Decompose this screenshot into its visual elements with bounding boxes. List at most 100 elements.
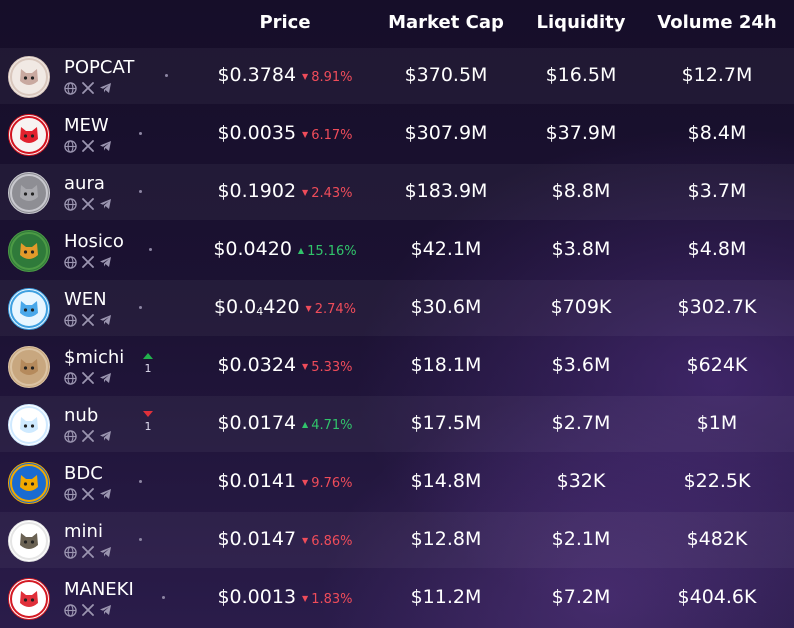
telegram-icon[interactable] — [99, 82, 112, 94]
status-dot — [165, 74, 168, 77]
telegram-icon[interactable] — [99, 546, 112, 558]
website-icon[interactable] — [64, 197, 77, 211]
x-twitter-icon[interactable] — [82, 430, 94, 442]
token-name[interactable]: $michi — [64, 347, 125, 368]
arrow-down-icon: ▼ — [305, 304, 312, 313]
token-name[interactable]: mini — [64, 521, 103, 542]
token-name[interactable]: WEN — [64, 289, 107, 310]
volume-value: $302.7K — [677, 296, 757, 318]
token-avatar[interactable] — [8, 288, 50, 330]
rank-down-icon — [143, 411, 153, 417]
telegram-icon[interactable] — [99, 430, 112, 442]
header-price[interactable]: Price — [259, 12, 311, 33]
arrow-down-icon: ▼ — [302, 362, 309, 371]
table-row[interactable]: aura $0.1902 ▼ 2.43% $183.9M $8.8M $3.7M — [0, 164, 794, 220]
token-name[interactable]: nub — [64, 405, 99, 426]
status-dot — [139, 480, 142, 483]
price-change: ▼ 6.17% — [302, 128, 353, 143]
website-icon[interactable] — [64, 255, 77, 269]
table-row[interactable]: MEW $0.0035 ▼ 6.17% $307.9M $37.9M $8.4M — [0, 106, 794, 162]
liquidity-value: $2.1M — [551, 528, 611, 550]
rank-change-indicator: 1 — [140, 411, 156, 433]
header-market-cap[interactable]: Market Cap — [388, 12, 504, 33]
token-avatar[interactable] — [8, 346, 50, 388]
table-row[interactable]: nub 1 $0.0174 ▲ 4.71% $17.5M $2.7M $1M — [0, 396, 794, 452]
token-name[interactable]: MANEKI — [64, 579, 134, 600]
token-avatar[interactable] — [8, 56, 50, 98]
token-avatar[interactable] — [8, 462, 50, 504]
header-volume[interactable]: Volume 24h — [657, 12, 777, 33]
arrow-down-icon: ▼ — [302, 594, 309, 603]
volume-value: $404.6K — [677, 586, 757, 608]
telegram-icon[interactable] — [99, 140, 112, 152]
status-dot — [139, 132, 142, 135]
market-cap-value: $17.5M — [410, 412, 482, 434]
website-icon[interactable] — [64, 81, 77, 95]
token-name[interactable]: aura — [64, 173, 105, 194]
telegram-icon[interactable] — [99, 372, 112, 384]
price-cell: $0.0324 ▼ 5.33% — [160, 354, 410, 376]
price-cell: $0.0174 ▲ 4.71% — [160, 412, 410, 434]
x-twitter-icon[interactable] — [82, 372, 94, 384]
x-twitter-icon[interactable] — [82, 140, 94, 152]
x-twitter-icon[interactable] — [82, 604, 94, 616]
x-twitter-icon[interactable] — [82, 314, 94, 326]
x-twitter-icon[interactable] — [82, 546, 94, 558]
arrow-down-icon: ▼ — [302, 478, 309, 487]
website-icon[interactable] — [64, 545, 77, 559]
telegram-icon[interactable] — [99, 314, 112, 326]
telegram-icon[interactable] — [99, 488, 112, 500]
telegram-icon[interactable] — [99, 198, 112, 210]
website-icon[interactable] — [64, 487, 77, 501]
table-row[interactable]: BDC $0.0141 ▼ 9.76% $14.8M $32K $22.5K — [0, 454, 794, 510]
social-links — [64, 197, 112, 211]
website-icon[interactable] — [64, 603, 77, 617]
price-value: $0.0013 — [217, 586, 297, 608]
status-dot — [139, 306, 142, 309]
liquidity-value: $3.8M — [551, 238, 611, 260]
table-row[interactable]: $michi 1 $0.0324 ▼ 5.33% $18.1M $3.6M $624K — [0, 338, 794, 394]
x-twitter-icon[interactable] — [82, 82, 94, 94]
table-row[interactable]: mini $0.0147 ▼ 6.86% $12.8M $2.1M $482K — [0, 512, 794, 568]
telegram-icon[interactable] — [99, 256, 112, 268]
token-avatar[interactable] — [8, 114, 50, 156]
volume-value: $1M — [696, 412, 738, 434]
price-value: $0.0174 — [217, 412, 297, 434]
x-twitter-icon[interactable] — [82, 198, 94, 210]
zero-count: 4 — [256, 305, 264, 318]
table-row[interactable]: WEN $0.04420 ▼ 2.74% $30.6M $709K $302.7K — [0, 280, 794, 336]
token-avatar[interactable] — [8, 520, 50, 562]
token-name[interactable]: POPCAT — [64, 57, 135, 78]
token-name[interactable]: MEW — [64, 115, 109, 136]
cat-face-icon — [10, 464, 48, 502]
price-cell: $0.1902 ▼ 2.43% — [160, 180, 410, 202]
x-twitter-icon[interactable] — [82, 256, 94, 268]
header-liquidity[interactable]: Liquidity — [536, 12, 626, 33]
status-dot — [149, 248, 152, 251]
price-value: $0.3784 — [217, 64, 297, 86]
website-icon[interactable] — [64, 429, 77, 443]
token-name[interactable]: Hosico — [64, 231, 124, 252]
x-twitter-icon[interactable] — [82, 488, 94, 500]
price-cell: $0.0035 ▼ 6.17% — [160, 122, 410, 144]
liquidity-value: $709K — [550, 296, 612, 318]
price-value: $0.0147 — [217, 528, 297, 550]
website-icon[interactable] — [64, 313, 77, 327]
price-value: $0.04420 — [213, 296, 300, 318]
price-value: $0.0420 — [213, 238, 292, 260]
token-avatar[interactable] — [8, 230, 50, 272]
telegram-icon[interactable] — [99, 604, 112, 616]
table-row[interactable]: POPCAT $0.3784 ▼ 8.91% $370.5M $16.5M $12.7M — [0, 48, 794, 104]
table-row[interactable]: MANEKI $0.0013 ▼ 1.83% $11.2M $7.2M $404.6K — [0, 570, 794, 626]
table-row[interactable]: Hosico $0.0420 ▲ 15.16% $42.1M $3.8M $4.8M — [0, 222, 794, 278]
rank-change-value: 1 — [144, 362, 152, 375]
website-icon[interactable] — [64, 139, 77, 153]
token-avatar[interactable] — [8, 172, 50, 214]
token-name[interactable]: BDC — [64, 463, 103, 484]
token-avatar[interactable] — [8, 404, 50, 446]
price-change: ▲ 15.16% — [297, 244, 357, 259]
token-avatar[interactable] — [8, 578, 50, 620]
website-icon[interactable] — [64, 371, 77, 385]
liquidity-value: $8.8M — [551, 180, 611, 202]
